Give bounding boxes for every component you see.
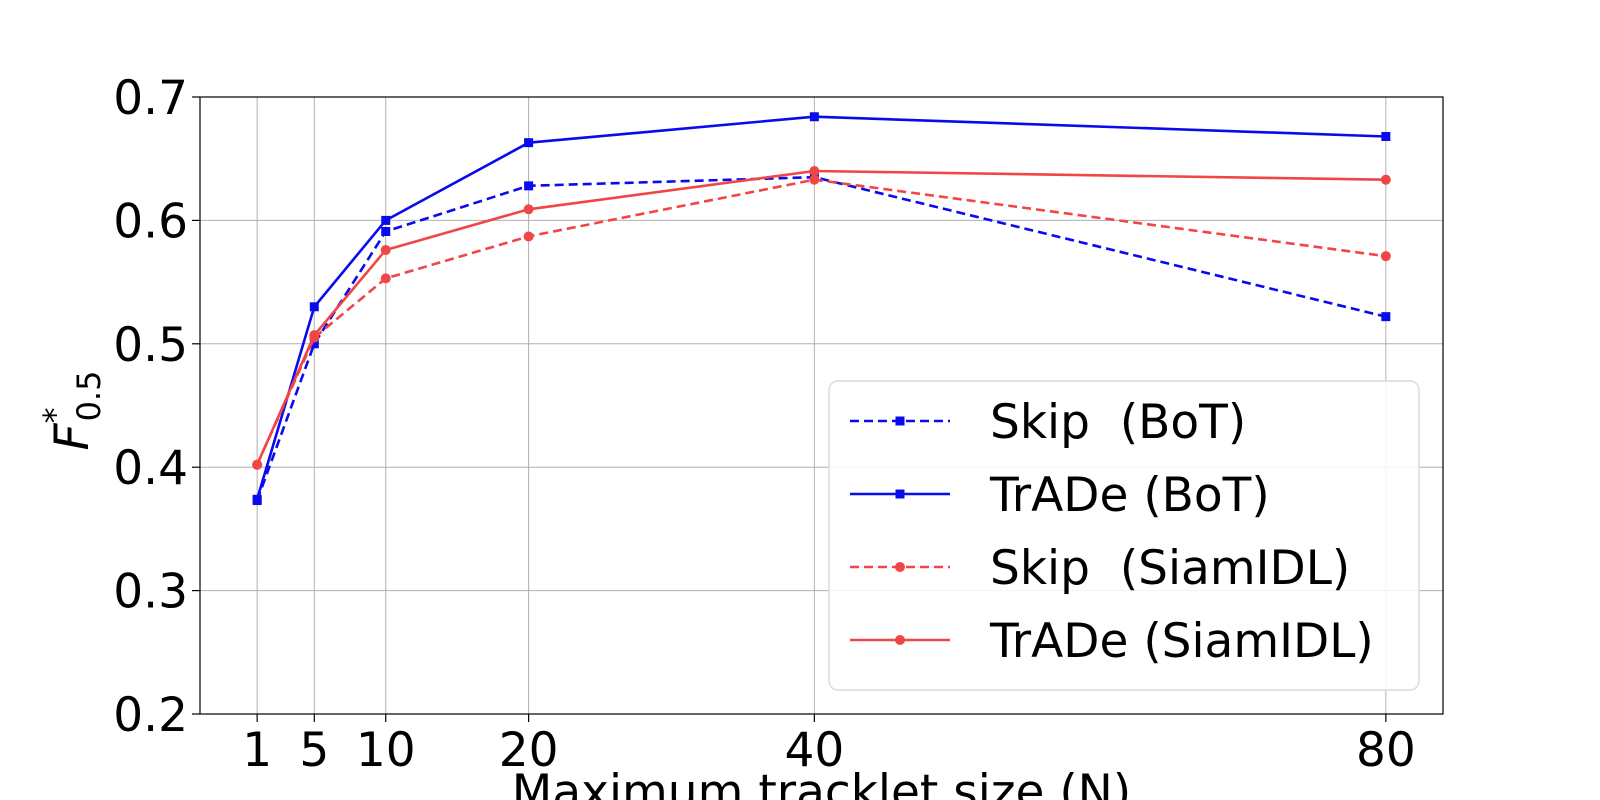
series-line	[255, 115, 1386, 500]
data-point	[309, 330, 320, 341]
data-point	[1380, 174, 1391, 185]
y-axis-label-sub: 0.5	[70, 371, 108, 422]
data-point	[809, 174, 820, 185]
y-axis-label-main: F	[45, 422, 100, 450]
y-tick-label: 0.2	[113, 688, 188, 743]
y-axis-label: F*0.5	[36, 371, 108, 451]
data-point	[523, 204, 534, 215]
data-point	[309, 339, 319, 349]
data-point	[895, 562, 905, 572]
data-point	[380, 273, 391, 284]
data-point	[809, 112, 819, 122]
data-point	[252, 459, 263, 470]
data-point	[380, 245, 391, 256]
legend-item: TrADe (SiamIDL)	[850, 614, 1374, 669]
x-tick-label: 10	[356, 723, 416, 778]
series-line	[255, 169, 1386, 466]
data-point	[252, 494, 262, 504]
data-point	[524, 181, 534, 191]
y-tick-label: 0.4	[113, 441, 188, 496]
data-point	[381, 215, 391, 225]
y-tick-label: 0.3	[113, 565, 188, 620]
legend-item: TrADe (BoT)	[850, 468, 1270, 523]
data-point	[895, 489, 905, 499]
legend-label: TrADe (BoT)	[989, 468, 1270, 523]
data-point	[1381, 312, 1391, 322]
legend-label: Skip (BoT)	[990, 395, 1246, 450]
data-point	[809, 166, 820, 177]
legend: Skip (BoT) TrADe (BoT) Skip (SiamIDL) TrADe…	[828, 380, 1420, 691]
legend-box	[828, 380, 1420, 691]
data-point	[309, 302, 319, 312]
legend-item: Skip (SiamIDL)	[850, 541, 1350, 596]
x-tick-label: 5	[299, 723, 329, 778]
series-line	[255, 175, 1387, 501]
data-point	[895, 416, 905, 426]
x-tick-label: 20	[499, 723, 559, 778]
data-point	[1381, 131, 1391, 141]
series-3	[252, 166, 1391, 470]
x-axis-label: Maximum tracklet size (N)	[512, 765, 1131, 800]
series-lines	[252, 112, 1391, 506]
legend-label: TrADe (SiamIDL)	[989, 614, 1374, 669]
data-point	[381, 227, 391, 237]
y-tick-label: 0.5	[113, 318, 188, 373]
data-point	[523, 231, 534, 242]
plot-frame	[199, 96, 1444, 715]
y-tick-label: 0.6	[113, 194, 188, 249]
y-tick-label: 0.7	[113, 71, 188, 126]
axis-ticks: 1 5 10 20 40 80 0.2 0.3 0.4 0.5 0.6 0.7	[113, 71, 1416, 778]
data-point	[1380, 251, 1391, 262]
x-tick-label: 1	[242, 723, 272, 778]
data-point	[895, 635, 905, 645]
series-1	[252, 112, 1391, 504]
legend-label: Skip (SiamIDL)	[990, 541, 1350, 596]
x-tick-label: 40	[784, 723, 844, 778]
x-tick-label: 80	[1356, 723, 1416, 778]
data-point	[524, 138, 534, 148]
legend-item: Skip (BoT)	[850, 395, 1246, 450]
y-axis-label-sup: *	[36, 407, 74, 423]
